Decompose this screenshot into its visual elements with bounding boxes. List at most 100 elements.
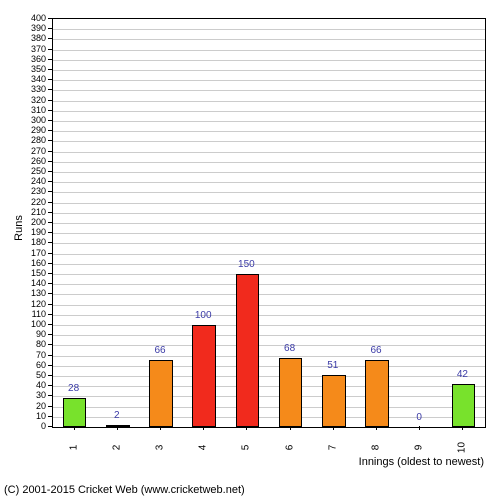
x-tick-label: 8	[371, 445, 382, 451]
y-tick-mark	[48, 375, 52, 376]
grid-line	[53, 192, 485, 193]
grid-line	[53, 131, 485, 132]
y-tick-label: 80	[0, 339, 46, 349]
grid-line	[53, 254, 485, 255]
y-tick-mark	[48, 365, 52, 366]
y-tick-mark	[48, 355, 52, 356]
grid-line	[53, 396, 485, 397]
bar-value-label: 0	[416, 412, 422, 423]
y-tick-mark	[48, 314, 52, 315]
y-tick-label: 290	[0, 125, 46, 135]
x-tick-label: 9	[414, 445, 425, 451]
bar	[322, 375, 346, 427]
x-tick-mark	[246, 426, 247, 430]
grid-line	[53, 264, 485, 265]
y-tick-label: 130	[0, 288, 46, 298]
y-tick-mark	[48, 263, 52, 264]
grid-line	[53, 60, 485, 61]
y-tick-mark	[48, 426, 52, 427]
bar	[192, 325, 216, 427]
y-tick-mark	[48, 273, 52, 274]
bar	[149, 360, 173, 427]
y-tick-label: 340	[0, 74, 46, 84]
grid-line	[53, 274, 485, 275]
x-tick-mark	[203, 426, 204, 430]
y-tick-label: 90	[0, 329, 46, 339]
grid-line	[53, 366, 485, 367]
y-tick-label: 10	[0, 411, 46, 421]
grid-line	[53, 29, 485, 30]
grid-line	[53, 233, 485, 234]
y-tick-mark	[48, 293, 52, 294]
y-tick-mark	[48, 120, 52, 121]
y-tick-mark	[48, 140, 52, 141]
bar	[63, 398, 87, 427]
y-tick-label: 250	[0, 166, 46, 176]
grid-line	[53, 407, 485, 408]
grid-line	[53, 386, 485, 387]
grid-line	[53, 284, 485, 285]
bar	[279, 358, 303, 427]
y-tick-label: 270	[0, 146, 46, 156]
y-tick-label: 230	[0, 186, 46, 196]
bar-value-label: 2	[114, 410, 120, 421]
y-tick-mark	[48, 28, 52, 29]
y-tick-label: 330	[0, 84, 46, 94]
grid-line	[53, 223, 485, 224]
y-tick-mark	[48, 181, 52, 182]
y-tick-label: 20	[0, 401, 46, 411]
bar-value-label: 68	[284, 343, 295, 354]
y-tick-label: 210	[0, 207, 46, 217]
x-tick-mark	[290, 426, 291, 430]
chart-container: Runs Innings (oldest to newest) (C) 2001…	[0, 0, 500, 500]
y-tick-label: 180	[0, 237, 46, 247]
y-tick-mark	[48, 202, 52, 203]
y-tick-label: 200	[0, 217, 46, 227]
y-tick-mark	[48, 161, 52, 162]
grid-line	[53, 80, 485, 81]
y-tick-label: 140	[0, 278, 46, 288]
grid-line	[53, 243, 485, 244]
y-tick-mark	[48, 110, 52, 111]
y-tick-mark	[48, 406, 52, 407]
grid-line	[53, 305, 485, 306]
x-tick-label: 3	[155, 445, 166, 451]
x-tick-label: 6	[284, 445, 295, 451]
y-tick-label: 390	[0, 23, 46, 33]
y-tick-label: 370	[0, 44, 46, 54]
y-tick-mark	[48, 49, 52, 50]
bar-value-label: 66	[154, 345, 165, 356]
grid-line	[53, 315, 485, 316]
grid-line	[53, 50, 485, 51]
x-tick-label: 10	[457, 442, 468, 453]
x-tick-mark	[160, 426, 161, 430]
x-tick-label: 1	[68, 445, 79, 451]
y-tick-mark	[48, 130, 52, 131]
y-tick-mark	[48, 212, 52, 213]
plot-area	[52, 18, 486, 428]
bar-value-label: 100	[195, 310, 212, 321]
y-tick-mark	[48, 416, 52, 417]
grid-line	[53, 90, 485, 91]
y-tick-label: 190	[0, 227, 46, 237]
y-tick-label: 40	[0, 380, 46, 390]
bar-value-label: 51	[327, 360, 338, 371]
bar-value-label: 66	[370, 345, 381, 356]
x-tick-label: 2	[111, 445, 122, 451]
y-tick-mark	[48, 79, 52, 80]
grid-line	[53, 39, 485, 40]
x-tick-mark	[333, 426, 334, 430]
y-tick-mark	[48, 100, 52, 101]
grid-line	[53, 294, 485, 295]
grid-line	[53, 376, 485, 377]
x-tick-mark	[74, 426, 75, 430]
y-tick-mark	[48, 324, 52, 325]
grid-line	[53, 162, 485, 163]
y-tick-mark	[48, 38, 52, 39]
y-tick-label: 120	[0, 299, 46, 309]
y-tick-label: 110	[0, 309, 46, 319]
x-tick-label: 5	[241, 445, 252, 451]
y-tick-label: 220	[0, 197, 46, 207]
grid-line	[53, 213, 485, 214]
y-tick-mark	[48, 171, 52, 172]
